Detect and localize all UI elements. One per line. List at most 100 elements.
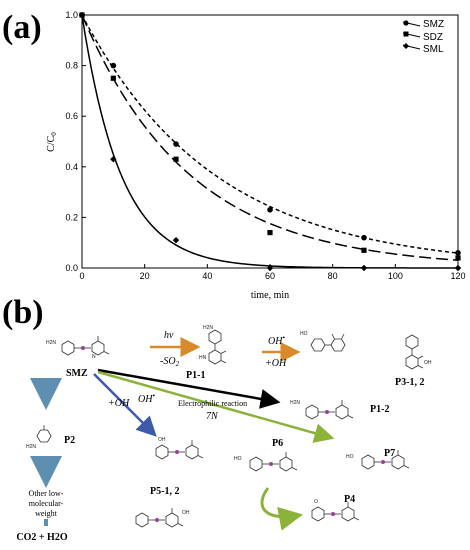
reaction-pathway: H2N N SMZ hv -SO2 H2N HN OH• +OH HO OH P… xyxy=(16,325,432,543)
p1-2-label: P1-2 xyxy=(370,404,389,415)
series-line-smz xyxy=(81,14,459,254)
intermediate-nh2-label: H2N xyxy=(203,325,213,331)
oh-radical-label-2: OH• xyxy=(138,392,155,405)
y-axis-label-main: C/C xyxy=(46,135,57,151)
data-point-sdz xyxy=(173,156,179,162)
p7-label: P7 xyxy=(384,448,395,459)
data-point-sml xyxy=(110,156,117,163)
y-axis-label-sub: 0 xyxy=(50,132,58,136)
p4-label: P4 xyxy=(344,494,355,505)
legend-sdz-label: SDZ xyxy=(423,32,443,43)
panel-b-label: (b) xyxy=(2,294,44,331)
p4-o-label: O xyxy=(314,499,318,505)
p6-ho-label: HO xyxy=(234,456,242,462)
oh-radical-text-1: OH xyxy=(268,336,283,347)
other-line-1: Other low- xyxy=(29,489,64,498)
minus-so2-label: -SO2 xyxy=(160,356,180,368)
p1-2-nh2-label: H2N xyxy=(290,400,300,406)
p3-label: P3-1, 2 xyxy=(395,377,424,388)
legend: SMZ SDZ SML xyxy=(402,19,444,55)
y-tick-label: 0.8 xyxy=(65,61,78,71)
x-tick-label: 100 xyxy=(388,271,403,281)
other-line-3: weight xyxy=(35,509,58,518)
p6-structure: HO xyxy=(234,451,298,472)
x-tick-label: 0 xyxy=(79,271,84,281)
p5-structure-bottom: OH xyxy=(135,507,190,528)
data-point-sdz xyxy=(455,255,461,261)
series-line-sdz xyxy=(81,14,459,261)
data-point-sml xyxy=(360,264,368,272)
x-tick-label: 40 xyxy=(202,271,212,281)
y-axis-label: C/C0 xyxy=(46,132,58,152)
p2-nh2-label: H2N xyxy=(26,444,36,450)
y-tick-label: 0.0 xyxy=(65,263,78,273)
data-point-sdz xyxy=(267,229,273,236)
y-tick-label: 0.4 xyxy=(65,162,78,172)
seven-n-label: 7N xyxy=(206,411,219,422)
plus-oh-label-2: +OH xyxy=(108,398,130,409)
data-point-sdz xyxy=(361,247,367,253)
y-tick-label: 1.0 xyxy=(65,10,78,20)
data-point-sml xyxy=(266,264,274,272)
minus-so2-sub: 2 xyxy=(176,360,180,368)
x-tick-label: 80 xyxy=(328,271,338,281)
minus-so2-text: -SO xyxy=(160,356,176,367)
oh-radical-label-1: OH• xyxy=(268,334,285,347)
hv-label: hv xyxy=(164,330,174,341)
x-tick-label: 60 xyxy=(265,271,275,281)
x-tick-label: 120 xyxy=(450,271,465,281)
p7-structure: HO xyxy=(346,449,410,470)
smz-nh2-label: H2N xyxy=(46,340,56,346)
legend-sml-marker xyxy=(403,43,409,49)
data-point-smz xyxy=(173,141,179,147)
y-tick-label: 0.2 xyxy=(65,212,78,222)
p1-arrow xyxy=(97,368,281,409)
p4-arrow xyxy=(260,487,303,531)
data-point-sml xyxy=(78,11,86,19)
smz-structure: H2N N xyxy=(46,335,110,360)
plus-oh-label-1: +OH xyxy=(265,358,287,369)
other-line-2: molecular- xyxy=(29,499,64,508)
oh-radical-text-2: OH xyxy=(138,394,153,405)
smz-label: SMZ xyxy=(66,368,88,379)
intermediate-structure: H2N HN xyxy=(199,325,227,365)
p7-ho-label: HO xyxy=(346,454,354,460)
p6-label: P6 xyxy=(272,438,283,449)
data-point-sml xyxy=(454,264,462,272)
p3-oh-label: OH xyxy=(424,360,432,366)
p5-oh-label-2: OH xyxy=(182,510,190,516)
data-point-sml xyxy=(172,236,180,244)
electrophilic-label: Electrophilic reaction xyxy=(178,399,247,408)
p3-structure: OH xyxy=(405,334,432,370)
co2-h2o-label: CO2 + H2O xyxy=(16,532,67,543)
data-point-smz xyxy=(455,250,461,256)
data-point-smz xyxy=(267,207,273,213)
degradation-chart: 0 20 40 60 80 100 120 0.0 0.2 0.4 0.6 0.8 1.0 time,… xyxy=(46,10,466,301)
p5-label: P5-1, 2 xyxy=(150,486,179,497)
y-tick-label: 0.6 xyxy=(65,111,78,121)
smz-n-label: N xyxy=(92,354,96,360)
x-axis-label: time, min xyxy=(251,290,289,301)
p2-label: P2 xyxy=(64,435,75,446)
data-point-smz xyxy=(110,62,117,69)
panel-a-label: (a) xyxy=(2,9,42,46)
x-tick-label: 20 xyxy=(140,271,150,281)
p7-arrow xyxy=(97,370,335,443)
legend-sml-label: SML xyxy=(423,44,444,55)
hydroxylated-structure: HO xyxy=(300,331,346,352)
intermediate-hn-label: HN xyxy=(199,355,207,361)
p1-2-structure: H2N xyxy=(290,399,354,420)
p5-oh-label: OH xyxy=(158,437,166,443)
y-axis-ticks: 0.0 0.2 0.4 0.6 0.8 1.0 xyxy=(65,10,86,273)
p5-structure-top: OH xyxy=(155,437,204,460)
data-point-smz xyxy=(361,234,367,241)
p5-arrow xyxy=(93,373,157,437)
legend-smz-marker xyxy=(403,20,409,26)
p2-structure: H2N xyxy=(26,424,52,450)
data-markers xyxy=(78,11,462,272)
p1-1-label: P1-1 xyxy=(186,370,205,381)
legend-sdz-marker xyxy=(403,31,409,37)
data-point-sdz xyxy=(110,75,116,81)
hydroxylated-ho-label: HO xyxy=(300,331,308,337)
legend-smz-label: SMZ xyxy=(423,19,444,30)
